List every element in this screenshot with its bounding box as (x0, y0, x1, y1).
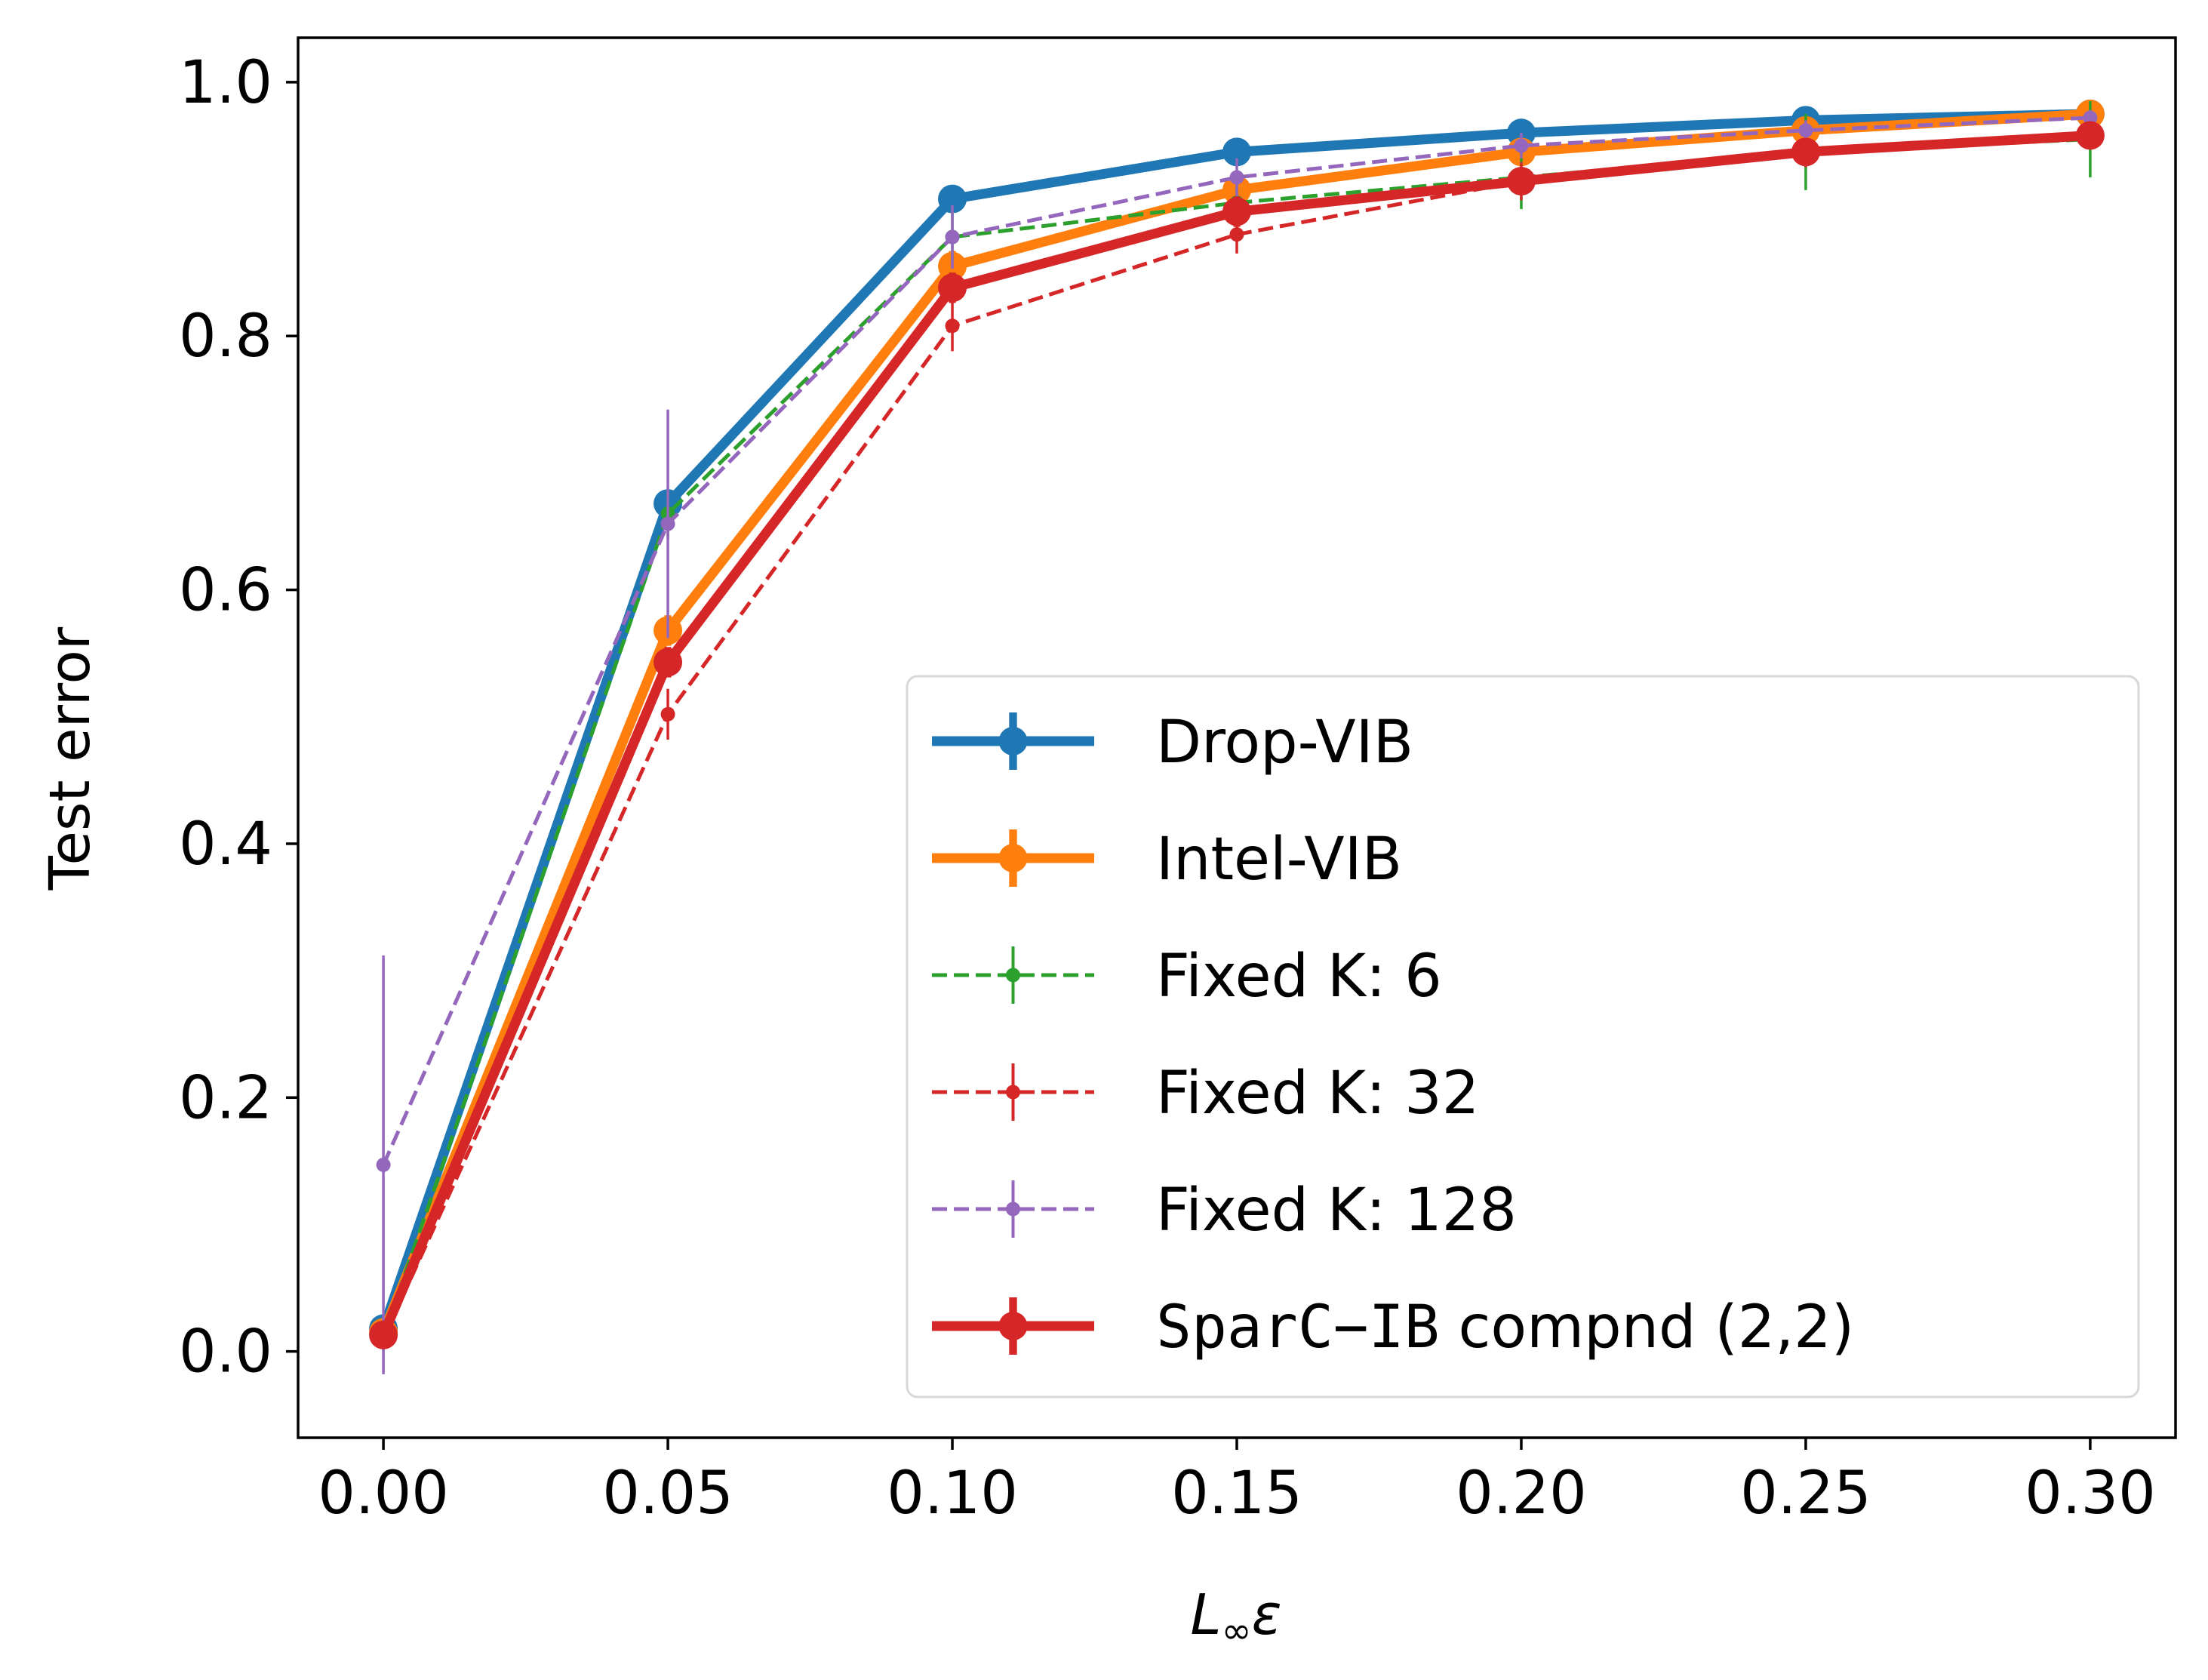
x-axis-label-tail: ε (1252, 1583, 1282, 1648)
legend-marker (1006, 968, 1020, 983)
y-tick-label: 0.4 (179, 811, 272, 878)
legend-label-suffix: compnd (2,2) (1440, 1294, 1855, 1362)
y-axis-label: Test error (38, 626, 103, 891)
data-point (1798, 123, 1813, 138)
x-tick-label: 0.25 (1740, 1460, 1871, 1528)
y-tick-label: 0.0 (179, 1318, 272, 1386)
legend-label-value: 32 (1404, 1060, 1479, 1128)
data-point (1222, 197, 1251, 226)
data-point (376, 1157, 391, 1172)
legend-label: Drop-VIB (1156, 709, 1413, 777)
data-point (660, 706, 675, 722)
legend-item: Fixed K: 128 (932, 1177, 1517, 1245)
data-point (660, 516, 675, 531)
legend-label: SparC−IB compnd (2,2) (1156, 1294, 1854, 1362)
legend-label: Fixed K: 6 (1156, 943, 1442, 1011)
legend-marker (998, 727, 1028, 755)
y-axis: 0.0 0.2 0.4 0.6 0.8 1.0 (179, 49, 298, 1386)
legend-marker (998, 1312, 1028, 1340)
legend-label-prefix: Fixed K: (1156, 1177, 1404, 1245)
plot-area (369, 99, 2105, 1374)
data-point (938, 184, 967, 214)
y-tick-label: 0.2 (179, 1064, 272, 1132)
legend-item: Fixed K: 32 (932, 1060, 1479, 1128)
y-tick-label: 0.8 (179, 303, 272, 371)
legend-label-value: 128 (1404, 1177, 1517, 1245)
data-point (653, 648, 683, 677)
data-point (369, 1320, 398, 1349)
data-point (945, 229, 960, 245)
data-point (938, 273, 967, 303)
legend-marker (1006, 1202, 1020, 1217)
legend-label-prefix: Fixed K: (1156, 943, 1404, 1011)
legend-label-value: 6 (1404, 943, 1442, 1011)
legend-label-prefix: Fixed K: (1156, 1060, 1404, 1128)
legend-label: Fixed K: 128 (1156, 1177, 1517, 1245)
legend-label: Fixed K: 32 (1156, 1060, 1479, 1128)
x-axis-label-subscript: ∞ (1222, 1610, 1252, 1652)
data-point (945, 318, 960, 334)
legend-label-method: SparC−IB (1156, 1294, 1440, 1362)
x-tick-label: 0.30 (2025, 1460, 2156, 1528)
x-tick-label: 0.15 (1171, 1460, 1302, 1528)
data-point (1229, 227, 1244, 242)
x-tick-label: 0.05 (602, 1460, 733, 1528)
data-point (2075, 121, 2105, 150)
legend-item: Drop-VIB (932, 709, 1413, 777)
legend-marker (1006, 1085, 1020, 1100)
data-point (2083, 110, 2098, 125)
legend-item: Fixed K: 6 (932, 943, 1442, 1011)
x-tick-label: 0.00 (318, 1460, 449, 1528)
series-sparc-ib-compnd-2-2- (369, 121, 2105, 1349)
data-point (1514, 138, 1529, 153)
x-axis: 0.00 0.05 0.10 0.15 0.20 0.25 0.30 (318, 1438, 2156, 1528)
y-tick-label: 0.6 (179, 557, 272, 625)
legend-item: SparC−IB compnd (2,2) (932, 1294, 1854, 1362)
data-point (1791, 137, 1820, 167)
y-tick-label: 1.0 (179, 49, 272, 117)
data-point (1229, 170, 1244, 185)
x-tick-label: 0.20 (1456, 1460, 1587, 1528)
data-point (1506, 167, 1536, 196)
x-axis-label: L∞ε (1190, 1583, 1281, 1652)
data-point (1222, 137, 1251, 167)
x-tick-label: 0.10 (887, 1460, 1018, 1528)
x-axis-label-main: L (1190, 1583, 1221, 1648)
legend-label: Intel-VIB (1156, 826, 1402, 894)
legend-marker (998, 844, 1028, 872)
series-fixed-k-128 (376, 109, 2098, 1374)
legend-box (906, 675, 2140, 1398)
legend-item: Intel-VIB (932, 826, 1402, 894)
